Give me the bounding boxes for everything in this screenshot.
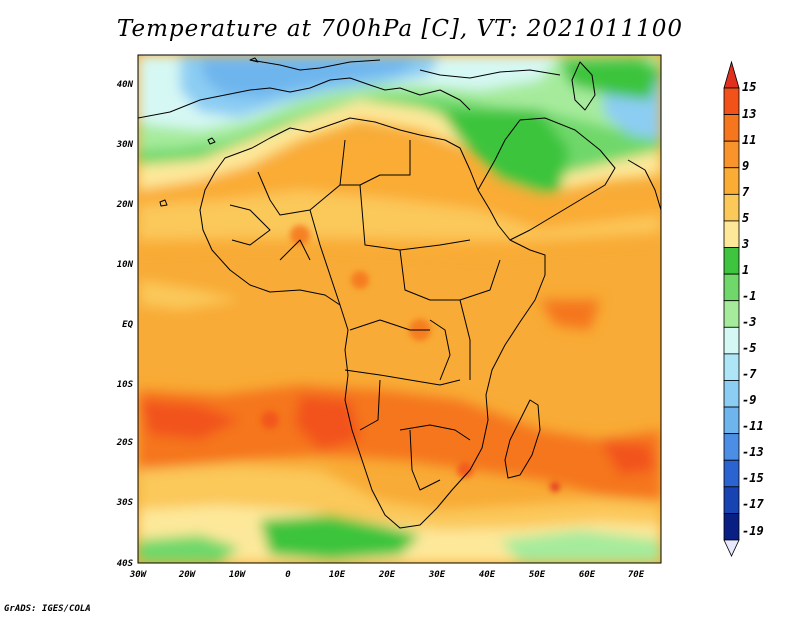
credit-text: GrADS: IGES/COLA bbox=[4, 604, 91, 614]
colorbar-label: -17 bbox=[742, 497, 764, 511]
colorbar-label: -13 bbox=[742, 445, 764, 459]
colorbar-swatch bbox=[723, 326, 740, 355]
lon-label: 20E bbox=[378, 570, 396, 580]
lat-label: 40N bbox=[117, 80, 134, 90]
colorbar-label: -11 bbox=[742, 419, 764, 433]
colorbar-swatch bbox=[723, 433, 740, 461]
lat-label: 30S bbox=[116, 498, 134, 508]
colorbar-label: 3 bbox=[741, 237, 749, 251]
colorbar-swatch bbox=[723, 459, 740, 488]
colorbar-label: 7 bbox=[742, 185, 750, 199]
lon-label: 0 bbox=[285, 570, 291, 580]
colorbar-label: -15 bbox=[742, 471, 764, 485]
colorbar-swatch bbox=[723, 300, 740, 328]
colorbar-swatch bbox=[723, 87, 740, 115]
colorbar-label: -7 bbox=[742, 367, 757, 381]
colorbar-label: -1 bbox=[742, 289, 756, 303]
colorbar-label: 5 bbox=[742, 211, 749, 225]
lat-label: 10S bbox=[117, 380, 134, 390]
lat-label: 40S bbox=[117, 559, 134, 569]
colorbar-swatch bbox=[723, 513, 740, 541]
temperature-field bbox=[138, 55, 661, 563]
lon-label: 10E bbox=[329, 570, 346, 580]
lat-label: 20S bbox=[116, 438, 134, 448]
lon-label: 30E bbox=[428, 570, 446, 580]
latitude-axis: 40N 30N 20N 10N EQ 10S 20S 30S 40S bbox=[116, 80, 134, 569]
lon-label: 70E bbox=[628, 570, 645, 580]
colorbar-label: 11 bbox=[742, 133, 756, 147]
colorbar-swatch bbox=[723, 167, 740, 195]
lon-label: 10W bbox=[229, 570, 247, 580]
lat-label: EQ bbox=[122, 320, 133, 330]
colorbar-swatch bbox=[723, 140, 740, 169]
colorbar-swatch bbox=[723, 353, 740, 381]
lon-label: 40E bbox=[479, 570, 496, 580]
colorbar-swatch bbox=[723, 114, 740, 142]
colorbar-label: -3 bbox=[742, 315, 756, 329]
colorbar-swatch bbox=[723, 193, 740, 222]
map-frame bbox=[137, 54, 662, 564]
lon-label: 30W bbox=[129, 570, 148, 580]
map-title: Temperature at 700hPa [C], VT: 202101110… bbox=[116, 16, 684, 42]
colorbar bbox=[723, 60, 740, 557]
lon-label: 60E bbox=[579, 570, 596, 580]
colorbar-cap-top bbox=[723, 60, 740, 89]
colorbar-label: -9 bbox=[742, 393, 756, 407]
colorbar-cap-bottom bbox=[723, 539, 740, 557]
colorbar-label: 15 bbox=[742, 80, 756, 94]
lat-label: 30N bbox=[116, 140, 134, 150]
lon-label: 50E bbox=[529, 570, 546, 580]
colorbar-label: -19 bbox=[742, 524, 764, 538]
coastlines bbox=[138, 57, 661, 529]
colorbar-swatch bbox=[723, 406, 740, 435]
colorbar-swatch bbox=[723, 486, 740, 514]
lon-label: 20W bbox=[178, 570, 197, 580]
lat-label: 10N bbox=[117, 260, 134, 270]
colorbar-label: 1 bbox=[742, 263, 749, 277]
colorbar-swatch bbox=[723, 273, 740, 302]
colorbar-swatch bbox=[723, 380, 740, 408]
longitude-axis: 30W 20W 10W 0 10E 20E 30E 40E 50E 60E 70… bbox=[129, 570, 645, 580]
colorbar-swatch bbox=[723, 220, 740, 248]
colorbar-label: 13 bbox=[742, 107, 756, 121]
colorbar-label: 9 bbox=[742, 159, 749, 173]
colorbar-swatch bbox=[723, 247, 740, 275]
colorbar-labels: 15 13 11 9 7 5 3 1 -1 -3 -5 -7 -9 -11 -1… bbox=[741, 80, 764, 538]
lat-label: 20N bbox=[116, 200, 134, 210]
colorbar-label: -5 bbox=[742, 341, 756, 355]
